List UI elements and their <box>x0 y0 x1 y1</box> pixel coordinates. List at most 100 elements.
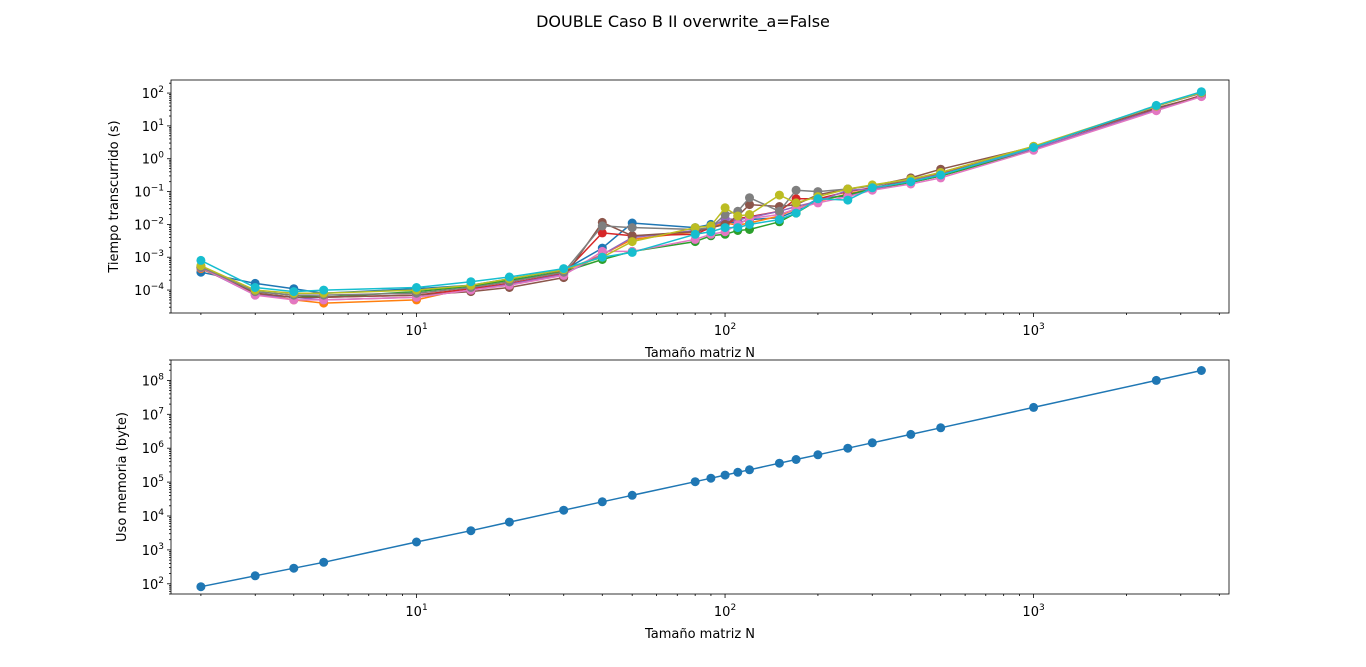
data-point <box>906 177 916 187</box>
data-point <box>843 184 853 194</box>
x-tick-label: 103 <box>1022 322 1044 339</box>
data-point <box>733 467 743 477</box>
data-point <box>813 450 823 460</box>
y-tick-label: 101 <box>142 118 164 135</box>
data-point <box>791 455 801 464</box>
y-tick-label: 102 <box>142 85 164 102</box>
data-point <box>706 227 716 237</box>
data-point <box>250 571 260 581</box>
data-point <box>466 526 476 536</box>
data-point <box>504 272 514 282</box>
subplot-timing: 101 102 103 10−4 10−3 10−2 10−1 100 101 102 Tamaño… <box>107 79 1230 361</box>
axes-frame <box>170 359 1230 595</box>
data-point <box>597 497 607 507</box>
data-point <box>597 228 607 238</box>
data-point <box>745 210 754 219</box>
data-point <box>867 183 877 193</box>
axes-frame <box>170 79 1230 314</box>
data-point <box>559 264 569 274</box>
data-point <box>774 215 784 225</box>
data-point <box>720 210 730 219</box>
data-point <box>412 283 421 292</box>
x-tick-label: 101 <box>405 603 427 620</box>
data-point <box>774 206 784 216</box>
data-point <box>627 490 637 500</box>
y-axis-label: Tiempo transcurrido (s) <box>107 120 122 273</box>
y-tick-label: 102 <box>142 576 164 593</box>
y-tick-label: 108 <box>142 372 165 389</box>
data-point <box>412 537 421 547</box>
data-point <box>745 219 754 229</box>
y-tick-label: 10−1 <box>134 184 164 201</box>
x-axis-label: Tamaño matriz N <box>644 346 755 361</box>
data-point <box>720 203 730 213</box>
data-point <box>813 194 823 204</box>
series-group <box>196 366 1206 592</box>
data-point <box>733 223 743 233</box>
data-point <box>867 438 877 448</box>
data-point <box>627 247 637 257</box>
data-point <box>745 200 754 210</box>
data-point <box>906 429 916 439</box>
data-point <box>690 223 700 233</box>
x-tick-label: 101 <box>405 322 427 339</box>
data-point <box>1029 143 1039 152</box>
data-point <box>1196 366 1206 375</box>
data-point <box>791 198 801 208</box>
data-point <box>745 193 754 203</box>
data-point <box>627 223 637 233</box>
data-point <box>706 473 716 483</box>
y-tick-label: 10−2 <box>134 216 164 233</box>
data-point <box>196 255 206 265</box>
data-point <box>1029 402 1039 412</box>
y-tick-label: 106 <box>142 440 165 457</box>
data-point <box>720 470 730 480</box>
y-tick-label: 107 <box>142 406 164 423</box>
data-point <box>319 557 329 567</box>
data-point <box>720 223 730 233</box>
data-point <box>690 229 700 239</box>
data-point <box>289 563 299 573</box>
data-point <box>936 170 946 180</box>
data-point <box>690 477 700 487</box>
y-tick-label: 104 <box>142 508 165 525</box>
data-point <box>733 211 743 221</box>
data-point <box>1196 87 1206 97</box>
x-tick-label: 103 <box>1022 603 1044 620</box>
data-point <box>627 237 637 247</box>
y-tick-label: 100 <box>142 151 165 168</box>
x-axis-label: Tamaño matriz N <box>644 627 755 642</box>
data-point <box>843 443 853 453</box>
subplot-memory: 101 102 103 102 103 104 105 106 107 108 Tamaño mat… <box>115 359 1230 642</box>
data-point <box>597 221 607 231</box>
data-point <box>791 208 801 218</box>
data-point <box>774 190 784 200</box>
data-point <box>504 517 514 527</box>
data-point <box>1151 100 1161 110</box>
data-point <box>774 458 784 468</box>
data-point <box>289 287 299 297</box>
y-tick-label: 10−3 <box>134 249 164 266</box>
plots-container: 101 102 103 10−4 10−3 10−2 10−1 100 101 102 Tamaño… <box>107 79 1230 642</box>
data-point <box>466 277 476 287</box>
data-point <box>559 505 569 515</box>
figure-title: DOUBLE Caso B II overwrite_a=False <box>536 12 830 32</box>
data-point <box>319 285 329 295</box>
data-point <box>1151 375 1161 385</box>
y-tick-label: 103 <box>142 542 164 559</box>
x-tick-label: 102 <box>714 603 736 620</box>
y-axis-label: Uso memoria (byte) <box>115 412 130 542</box>
y-tick-label: 10−4 <box>134 282 164 299</box>
y-tick-label: 105 <box>142 474 164 491</box>
data-point <box>745 465 754 475</box>
x-tick-label: 102 <box>714 322 736 339</box>
data-point <box>936 423 946 433</box>
data-point <box>843 195 853 205</box>
data-point <box>597 252 607 262</box>
data-point <box>250 283 260 292</box>
series-group <box>196 87 1206 308</box>
data-point <box>791 185 801 195</box>
data-point <box>196 582 206 592</box>
